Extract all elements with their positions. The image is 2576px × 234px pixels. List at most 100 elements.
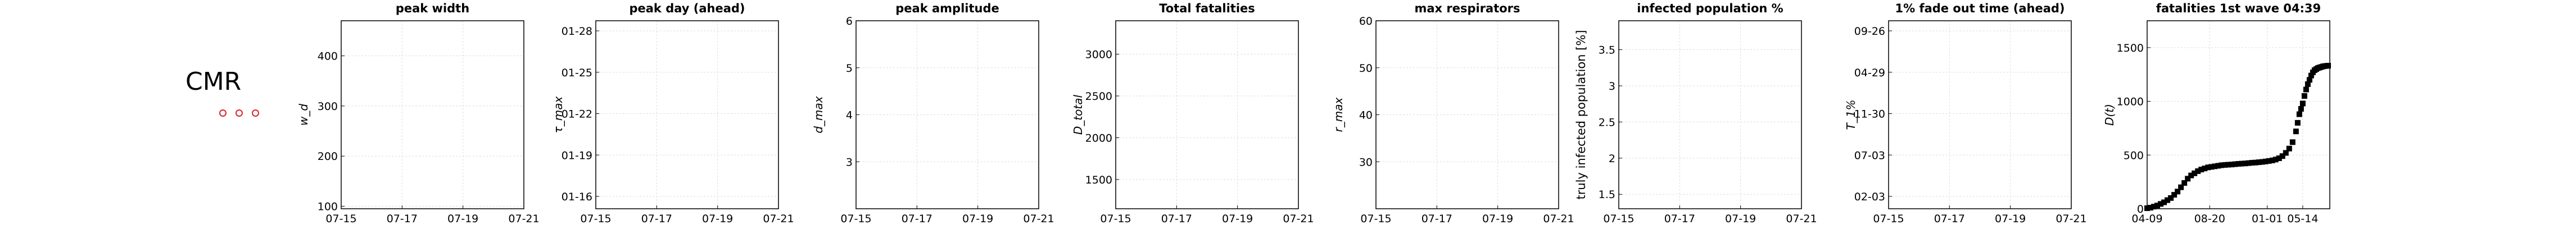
y-tick-label: 2.5	[1599, 116, 1615, 129]
data-point	[2256, 159, 2262, 166]
y-tick-label: 3	[846, 156, 853, 168]
data-point	[2245, 160, 2252, 166]
axes-frame	[1888, 20, 2072, 209]
y-tick-label: 2	[1609, 153, 1615, 165]
y-axis-label: truly infected population [%]	[1574, 30, 1588, 199]
y-axis-label: w_d	[297, 104, 310, 126]
chart-title: peak width	[396, 2, 469, 15]
data-point	[2222, 162, 2228, 168]
x-tick-label: 07-21	[508, 213, 539, 225]
data-point	[2161, 199, 2167, 205]
y-tick-label: 02-03	[1854, 191, 1885, 203]
y-tick-label: 40	[1359, 109, 1373, 122]
y-tick-label: 01-22	[562, 108, 592, 121]
y-tick-label: 50	[1359, 62, 1373, 75]
data-point	[2158, 201, 2164, 207]
data-point	[2188, 172, 2194, 178]
y-tick-label: 0	[2137, 203, 2144, 215]
data-point	[2303, 86, 2309, 93]
data-point	[2154, 203, 2161, 209]
data-point	[2293, 129, 2299, 135]
chart-title: max respirators	[1414, 2, 1520, 15]
y-tick-label: 09-26	[1854, 25, 1885, 38]
data-point	[2235, 160, 2242, 167]
y-tick-label: 04-29	[1854, 67, 1885, 79]
chart-panel: 1% fade out time (ahead) 07-15 07-17 07-19 0…	[1844, 2, 2087, 225]
data-point	[2215, 163, 2221, 169]
data-point	[2301, 93, 2307, 99]
data-point	[2175, 189, 2181, 195]
data-point	[2151, 204, 2157, 210]
y-tick-label: 300	[318, 100, 338, 113]
x-tick-label: 07-19	[702, 213, 733, 225]
data-point	[2171, 192, 2177, 198]
y-tick-label: 5	[846, 62, 853, 75]
y-axis-label: D_total	[1071, 94, 1085, 135]
data-point	[2239, 160, 2245, 167]
x-tick-label: 05-14	[2287, 213, 2318, 225]
chart-title: Total fatalities	[1159, 2, 1255, 15]
axes-frame	[595, 20, 779, 209]
y-tick-label: 11-30	[1854, 108, 1885, 121]
x-tick-label: 07-17	[641, 213, 672, 225]
y-tick-label: 200	[318, 150, 338, 163]
y-tick-label: 2500	[1085, 90, 1112, 103]
x-tick-label: 07-17	[1161, 213, 1192, 225]
x-tick-label: 07-15	[1360, 213, 1391, 225]
x-tick-label: 08-20	[2194, 213, 2225, 225]
data-point	[2249, 160, 2255, 166]
axes-frame	[341, 20, 524, 209]
chart-panel: fatalities 1st wave 04:39 04-09 08-20 01-01…	[2103, 2, 2331, 225]
data-point	[2205, 164, 2211, 171]
x-tick-label: 07-19	[1222, 213, 1253, 225]
chart-panel: Total fatalities 07-15 07-17 07-19 07-21 1500…	[1071, 2, 1314, 225]
y-tick-label: 30	[1359, 156, 1373, 168]
data-point	[2259, 159, 2265, 165]
data-point	[2219, 162, 2225, 168]
data-point	[2298, 105, 2304, 112]
chart-panel: peak width 07-15 07-17 07-19 07-21 100 200 300 4…	[297, 2, 540, 225]
y-tick-label: 60	[1359, 15, 1373, 27]
x-tick-label: 07-19	[1482, 213, 1513, 225]
country-code: CMR	[185, 67, 242, 96]
x-tick-label: 07-19	[1995, 213, 2026, 225]
data-point	[2181, 180, 2188, 186]
x-tick-label: 07-19	[1725, 213, 1756, 225]
data-point	[2144, 205, 2150, 212]
x-tick-label: 07-17	[1664, 213, 1695, 225]
data-point	[2279, 153, 2285, 159]
x-tick-label: 07-21	[1786, 213, 1817, 225]
y-tick-label: 1000	[2117, 96, 2144, 108]
data-point	[2308, 72, 2314, 79]
legend-marker-circle	[219, 109, 227, 117]
y-tick-label: 6	[846, 15, 853, 27]
data-point	[2192, 170, 2198, 176]
data-point	[2272, 157, 2279, 163]
y-tick-label: 01-25	[562, 67, 592, 79]
data-point	[2198, 167, 2204, 173]
chart-title: peak day (ahead)	[629, 2, 745, 15]
legend-markers	[185, 109, 298, 117]
axes-frame	[1115, 20, 1299, 209]
data-point	[2266, 158, 2272, 164]
x-tick-label: 04-09	[2131, 213, 2162, 225]
data-point	[2185, 176, 2191, 182]
legend-marker-circle	[236, 109, 243, 117]
data-point	[2283, 150, 2289, 156]
chart-title: 1% fade out time (ahead)	[1895, 2, 2065, 15]
x-tick-label: 07-15	[580, 213, 611, 225]
y-tick-label: 3	[1609, 80, 1615, 93]
legend-marker-circle	[252, 109, 259, 117]
y-axis-label: T_1%	[1844, 100, 1858, 130]
x-tick-label: 07-19	[447, 213, 478, 225]
axes-frame	[1618, 20, 1802, 209]
chart-panel: infected population % 07-15 07-17 07-19 07-2…	[1574, 2, 1817, 225]
x-tick-label: 07-15	[325, 213, 356, 225]
data-point	[2212, 163, 2218, 169]
data-point	[2195, 168, 2201, 174]
data-point	[2178, 184, 2184, 190]
x-tick-label: 07-21	[1023, 213, 1054, 225]
x-tick-label: 07-21	[1543, 213, 1574, 225]
x-tick-label: 07-15	[1873, 213, 1904, 225]
